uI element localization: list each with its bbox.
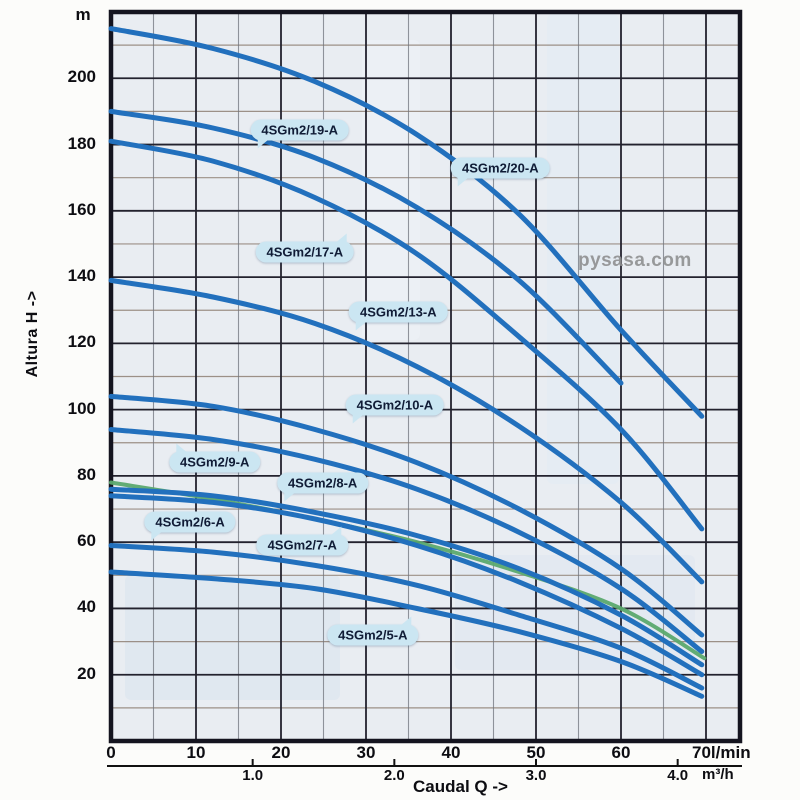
x-tick-label: 10 [186,743,206,762]
pump-curve-4sgm2-8-a [108,486,705,668]
pump-curve-4sgm2-9-a [108,427,705,654]
y-tick-label: 20 [77,663,96,683]
curve-label-tail [151,530,164,541]
y-axis-title: Altura H -> [24,290,41,378]
curve-label-tail [458,176,470,187]
y-tick-label: 200 [67,67,96,87]
pump-curve-4sgm2-17-a [108,138,705,532]
pump-curve-4sgm2-20-a [108,26,705,419]
pump-curve-4sgm2-19-a [108,108,624,386]
curve-label: 4SGm2/5-A [327,616,419,646]
x-tick-label: 50 [526,743,546,762]
x-secondary-tick-label: 1.0 [242,767,264,784]
pump-curve-4sgm2-7-a [108,493,705,678]
y-tick-label: 100 [67,398,96,418]
curve-label: 4SGm2/17-A [255,233,355,263]
y-tick-label: 60 [77,531,96,551]
y-axis-unit: m [75,5,91,24]
pump-curve-4sgm2-5-a [108,569,705,699]
x-tick-label: 60 [611,743,631,762]
curve-label-tail [335,233,348,244]
pump-curve-4sgm2-6-a [108,543,705,691]
y-tick-label: 160 [67,199,96,219]
curve-label-tail [352,413,365,424]
y-tick-label: 140 [67,266,96,286]
curve-label-tail [356,320,368,331]
y-tick-label: 80 [77,464,96,484]
x-axis-title: Caudal Q -> [413,777,508,796]
y-tick-label: 180 [67,133,96,153]
curve-label: 4SGm2/9-A [169,443,261,473]
watermark-text: pysasa.com [578,250,692,271]
x-secondary-tick-label: 4.0 [667,767,689,784]
curve-label: 4SGm2/8-A [276,472,369,502]
y-tick-label: 120 [67,332,96,352]
x-tick-label: 0 [106,743,116,762]
curve-label: 4SGm2/7-A [256,526,348,556]
curve-label-tail [283,491,296,502]
x-secondary-tick-label: 2.0 [383,767,405,784]
x-axis-secondary-unit: m³/h [702,766,734,783]
x-tick-label: 30 [356,743,376,762]
curve-label: 4SGm2/13-A [349,301,448,331]
curve-label: 4SGm2/6-A [144,511,236,541]
x-tick-label: 70l/min [692,743,751,762]
curve-label: 4SGm2/19-A [250,119,349,149]
curve-label-tail [399,616,412,627]
y-tick-label: 40 [77,597,96,617]
x-tick-label: 20 [271,743,291,762]
curve-label: 4SGm2/10-A [345,394,445,424]
curve-label-tail [176,443,188,454]
pump-curve-4sgm2-13-a [108,277,705,585]
x-tick-label: 40 [441,743,461,762]
x-secondary-tick-label: 3.0 [525,767,547,784]
curve-label: 4SGm2/20-A [451,157,550,187]
curve-label-tail [257,138,270,149]
reference-curve [109,480,707,661]
curve-label-tail [328,526,341,537]
pump-curve-4sgm2-10-a [108,393,705,638]
